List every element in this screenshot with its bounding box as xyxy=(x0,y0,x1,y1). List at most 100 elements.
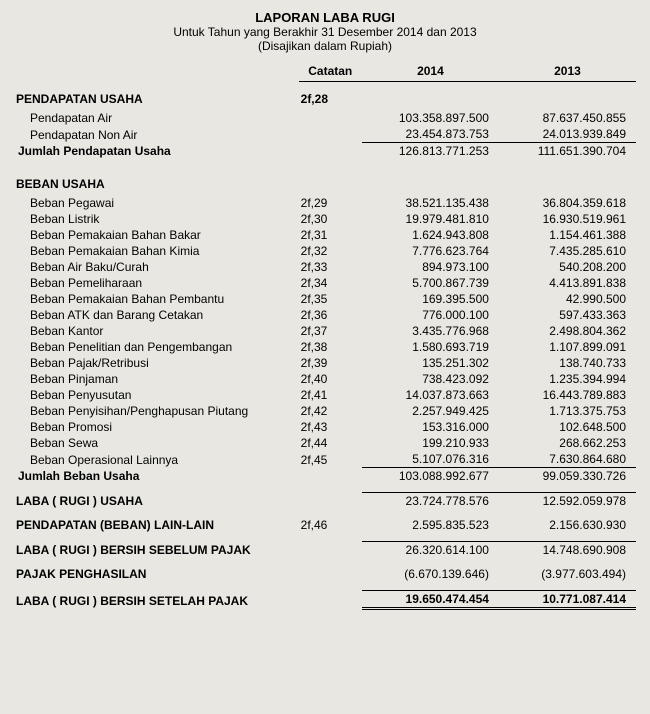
row-v1: 103.358.897.500 xyxy=(362,110,499,126)
row-label: Beban ATK dan Barang Cetakan xyxy=(14,307,299,323)
row-v2: 10.771.087.414 xyxy=(499,591,636,609)
col-header-note: Catatan xyxy=(299,63,362,82)
row-note: 2f,37 xyxy=(299,323,362,339)
row-note: 2f,46 xyxy=(299,517,362,533)
row-v1: 169.395.500 xyxy=(362,291,499,307)
row-label: Beban Pinjaman xyxy=(14,371,299,387)
row-setelah-pajak: LABA ( RUGI ) BERSIH SETELAH PAJAK 19.65… xyxy=(14,591,636,609)
row-note: 2f,35 xyxy=(299,291,362,307)
row-label: Beban Listrik xyxy=(14,211,299,227)
table-row: Beban Pemeliharaan2f,345.700.867.7394.41… xyxy=(14,275,636,291)
row-v2: 540.208.200 xyxy=(499,259,636,275)
row-v1: 19.979.481.810 xyxy=(362,211,499,227)
row-v2: 1.154.461.388 xyxy=(499,227,636,243)
table-row: Beban Penelitian dan Pengembangan2f,381.… xyxy=(14,339,636,355)
row-pendapatan-lain: PENDAPATAN (BEBAN) LAIN-LAIN 2f,46 2.595… xyxy=(14,517,636,533)
col-header-2014: 2014 xyxy=(362,63,499,82)
table-row: Beban Operasional Lainnya2f,455.107.076.… xyxy=(14,451,636,468)
report-subtitle-currency: (Disajikan dalam Rupiah) xyxy=(14,39,636,53)
table-row: Beban Pemakaian Bahan Kimia2f,327.776.62… xyxy=(14,243,636,259)
table-row: Beban Pemakaian Bahan Bakar2f,311.624.94… xyxy=(14,227,636,243)
row-v1: 23.724.778.576 xyxy=(362,493,499,510)
row-v1: 1.624.943.808 xyxy=(362,227,499,243)
row-v2: 12.592.059.978 xyxy=(499,493,636,510)
row-label: PAJAK PENGHASILAN xyxy=(14,566,299,582)
row-pajak-penghasilan: PAJAK PENGHASILAN (6.670.139.646) (3.977… xyxy=(14,566,636,582)
row-v2: 87.637.450.855 xyxy=(499,110,636,126)
row-note: 2f,44 xyxy=(299,435,362,451)
subtotal-v1: 126.813.771.253 xyxy=(362,143,499,160)
table-row: Beban Penyisihan/Penghapusan Piutang2f,4… xyxy=(14,403,636,419)
table-row: Beban Air Baku/Curah2f,33894.973.100540.… xyxy=(14,259,636,275)
row-v1: 776.000.100 xyxy=(362,307,499,323)
row-note: 2f,39 xyxy=(299,355,362,371)
row-v2: 7.435.285.610 xyxy=(499,243,636,259)
row-note: 2f,38 xyxy=(299,339,362,355)
table-row: Beban Listrik2f,3019.979.481.81016.930.5… xyxy=(14,211,636,227)
row-note: 2f,40 xyxy=(299,371,362,387)
row-v1: 135.251.302 xyxy=(362,355,499,371)
row-v2: 2.498.804.362 xyxy=(499,323,636,339)
row-sebelum-pajak: LABA ( RUGI ) BERSIH SEBELUM PAJAK 26.32… xyxy=(14,542,636,559)
subtotal-label: Jumlah Beban Usaha xyxy=(14,468,299,485)
table-row: Beban ATK dan Barang Cetakan2f,36776.000… xyxy=(14,307,636,323)
subtotal-v1: 103.088.992.677 xyxy=(362,468,499,485)
row-note: 2f,30 xyxy=(299,211,362,227)
report-header: LAPORAN LABA RUGI Untuk Tahun yang Berak… xyxy=(14,10,636,53)
row-note: 2f,33 xyxy=(299,259,362,275)
row-v1: 14.037.873.663 xyxy=(362,387,499,403)
row-label: LABA ( RUGI ) USAHA xyxy=(14,493,299,510)
table-row: Beban Sewa2f,44199.210.933268.662.253 xyxy=(14,435,636,451)
row-jumlah-pendapatan-usaha: Jumlah Pendapatan Usaha 126.813.771.253 … xyxy=(14,143,636,160)
row-v2: 2.156.630.930 xyxy=(499,517,636,533)
row-v1: 5.107.076.316 xyxy=(362,451,499,468)
row-v1: 7.776.623.764 xyxy=(362,243,499,259)
row-label: Beban Penelitian dan Pengembangan xyxy=(14,339,299,355)
row-v1: 26.320.614.100 xyxy=(362,542,499,559)
row-v2: 36.804.359.618 xyxy=(499,195,636,211)
col-header-2013: 2013 xyxy=(499,63,636,82)
table-row: Beban Kantor2f,373.435.776.9682.498.804.… xyxy=(14,323,636,339)
row-label: Beban Penyusutan xyxy=(14,387,299,403)
row-label: Beban Penyisihan/Penghapusan Piutang xyxy=(14,403,299,419)
row-v1: 2.595.835.523 xyxy=(362,517,499,533)
row-label: Beban Sewa xyxy=(14,435,299,451)
row-label: Pendapatan Air xyxy=(14,110,299,126)
row-note: 2f,45 xyxy=(299,451,362,468)
row-v2: 14.748.690.908 xyxy=(499,542,636,559)
row-v2: (3.977.603.494) xyxy=(499,566,636,582)
section-beban-usaha: BEBAN USAHA xyxy=(14,167,636,195)
row-v1: 23.454.873.753 xyxy=(362,126,499,143)
row-label: Beban Operasional Lainnya xyxy=(14,451,299,468)
row-note: 2f,43 xyxy=(299,419,362,435)
row-v2: 102.648.500 xyxy=(499,419,636,435)
row-label: Beban Air Baku/Curah xyxy=(14,259,299,275)
row-label: PENDAPATAN (BEBAN) LAIN-LAIN xyxy=(14,517,299,533)
row-v2: 597.433.363 xyxy=(499,307,636,323)
row-label: LABA ( RUGI ) BERSIH SETELAH PAJAK xyxy=(14,591,299,609)
row-label: Beban Pegawai xyxy=(14,195,299,211)
section-note: 2f,28 xyxy=(299,82,362,111)
row-v1: 738.423.092 xyxy=(362,371,499,387)
row-label: LABA ( RUGI ) BERSIH SEBELUM PAJAK xyxy=(14,542,299,559)
table-row: Beban Pinjaman2f,40738.423.0921.235.394.… xyxy=(14,371,636,387)
table-row: Beban Pegawai2f,2938.521.135.43836.804.3… xyxy=(14,195,636,211)
report-title: LAPORAN LABA RUGI xyxy=(14,10,636,25)
row-label: Beban Promosi xyxy=(14,419,299,435)
row-v1: 3.435.776.968 xyxy=(362,323,499,339)
row-note: 2f,32 xyxy=(299,243,362,259)
row-note: 2f,31 xyxy=(299,227,362,243)
subtotal-label: Jumlah Pendapatan Usaha xyxy=(14,143,299,160)
table-row: Beban Penyusutan2f,4114.037.873.66316.44… xyxy=(14,387,636,403)
income-statement-table: Catatan 2014 2013 PENDAPATAN USAHA 2f,28… xyxy=(14,63,636,610)
row-v2: 7.630.864.680 xyxy=(499,451,636,468)
row-v1: 5.700.867.739 xyxy=(362,275,499,291)
row-v2: 268.662.253 xyxy=(499,435,636,451)
row-jumlah-beban-usaha: Jumlah Beban Usaha 103.088.992.677 99.05… xyxy=(14,468,636,485)
row-v2: 138.740.733 xyxy=(499,355,636,371)
row-label: Beban Pemakaian Bahan Pembantu xyxy=(14,291,299,307)
row-label: Beban Pajak/Retribusi xyxy=(14,355,299,371)
table-row: Beban Pemakaian Bahan Pembantu2f,35169.3… xyxy=(14,291,636,307)
row-v1: 2.257.949.425 xyxy=(362,403,499,419)
row-v1: 153.316.000 xyxy=(362,419,499,435)
